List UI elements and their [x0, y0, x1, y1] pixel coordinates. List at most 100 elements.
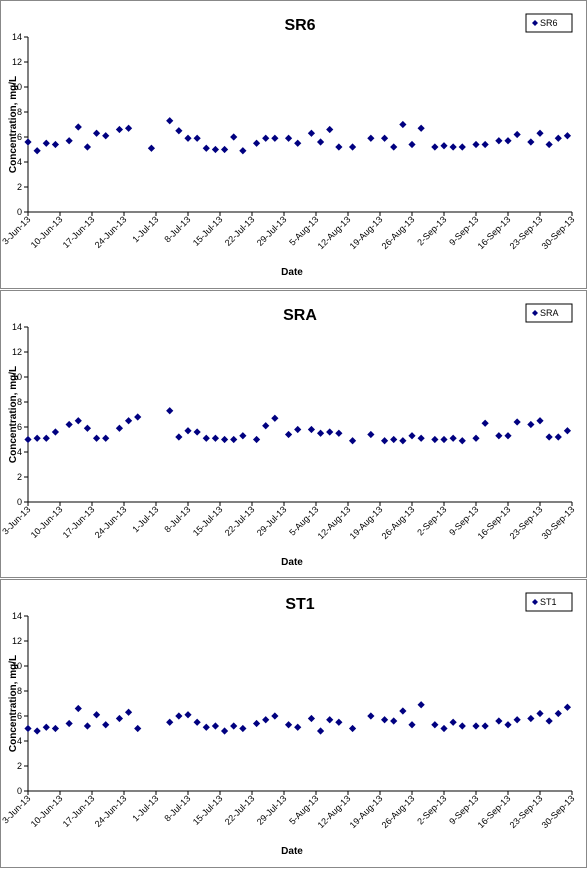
- data-point: [316, 429, 325, 437]
- data-point: [472, 722, 480, 730]
- data-point: [367, 134, 375, 142]
- y-tick-label: 2: [17, 182, 22, 192]
- data-point: [390, 435, 398, 444]
- data-point: [65, 420, 73, 429]
- y-tick-label: 12: [12, 636, 22, 646]
- data-point: [42, 434, 50, 442]
- data-point: [348, 143, 357, 151]
- data-point: [367, 712, 375, 720]
- data-point: [563, 703, 572, 711]
- y-axis-title: Concentration, mg/L: [8, 76, 19, 173]
- data-point: [449, 718, 457, 726]
- data-point: [239, 724, 247, 733]
- data-point: [307, 129, 316, 137]
- y-tick-label: 8: [17, 107, 22, 117]
- data-point: [326, 428, 334, 436]
- data-point: [284, 721, 293, 729]
- data-point: [115, 125, 124, 134]
- chart-panel: SRA024681012143-Jun-1310-Jun-1317-Jun-13…: [0, 290, 587, 578]
- legend-box: [525, 303, 573, 323]
- data-point: [102, 721, 110, 729]
- legend-marker: [532, 310, 538, 316]
- data-point: [166, 117, 174, 125]
- data-point: [83, 143, 92, 151]
- y-tick-label: 0: [17, 207, 22, 217]
- data-point: [563, 427, 572, 435]
- panel-border: [0, 290, 587, 578]
- panel-border: [0, 579, 587, 868]
- data-point: [380, 437, 389, 445]
- data-point: [74, 123, 82, 131]
- data-point: [24, 435, 32, 444]
- y-axis-title: Concentration, mg/L: [8, 655, 19, 752]
- data-point: [24, 724, 32, 733]
- data-point: [193, 718, 201, 726]
- data-point: [504, 721, 512, 729]
- chart-title: ST1: [285, 596, 314, 613]
- data-point: [271, 414, 279, 422]
- data-point: [417, 434, 425, 442]
- data-point: [102, 434, 110, 442]
- data-point: [440, 142, 448, 150]
- data-point: [230, 435, 238, 444]
- data-point: [417, 124, 425, 132]
- y-tick-label: 4: [17, 447, 22, 457]
- data-point: [431, 435, 439, 444]
- data-point: [399, 120, 407, 129]
- data-point: [335, 718, 343, 726]
- data-point: [51, 428, 60, 436]
- y-tick-label: 6: [17, 132, 22, 142]
- data-point: [134, 724, 142, 733]
- data-point: [481, 419, 489, 427]
- data-point: [134, 413, 142, 421]
- data-point: [51, 724, 60, 733]
- y-tick-label: 2: [17, 761, 22, 771]
- data-point: [504, 432, 512, 440]
- data-point: [307, 714, 316, 723]
- y-tick-label: 10: [12, 82, 22, 92]
- y-tick-label: 10: [12, 372, 22, 382]
- data-point: [545, 717, 553, 725]
- data-point: [252, 435, 261, 444]
- data-point: [166, 718, 174, 726]
- legend-marker: [532, 20, 538, 26]
- data-point: [399, 437, 407, 445]
- data-point: [92, 711, 101, 719]
- data-point: [74, 417, 82, 425]
- data-point: [481, 722, 489, 730]
- data-point: [262, 134, 270, 142]
- data-point: [449, 434, 457, 442]
- y-tick-label: 0: [17, 786, 22, 796]
- data-point: [220, 727, 229, 735]
- x-axis-title: Date: [281, 267, 303, 278]
- data-point: [472, 140, 480, 149]
- data-point: [335, 429, 343, 437]
- y-tick-label: 14: [12, 611, 22, 621]
- data-point: [211, 145, 220, 154]
- data-point: [220, 145, 229, 154]
- data-point: [527, 420, 535, 429]
- data-point: [380, 716, 389, 724]
- data-point: [417, 701, 425, 709]
- panel-border: [0, 0, 587, 289]
- data-point: [316, 138, 325, 146]
- data-point: [115, 714, 124, 723]
- data-point: [284, 134, 293, 142]
- data-point: [202, 434, 210, 442]
- data-point: [554, 709, 562, 718]
- data-point: [271, 134, 279, 142]
- y-tick-label: 12: [12, 347, 22, 357]
- data-point: [563, 132, 572, 140]
- data-point: [193, 134, 201, 142]
- y-tick-label: 0: [17, 497, 22, 507]
- data-point: [326, 716, 334, 724]
- data-point: [51, 140, 60, 149]
- data-point: [408, 721, 416, 729]
- data-point: [83, 424, 92, 432]
- data-point: [74, 704, 82, 713]
- data-point: [348, 437, 357, 445]
- data-point: [536, 129, 544, 137]
- legend-box: [525, 13, 573, 33]
- legend-marker: [532, 599, 538, 605]
- data-point: [42, 139, 50, 147]
